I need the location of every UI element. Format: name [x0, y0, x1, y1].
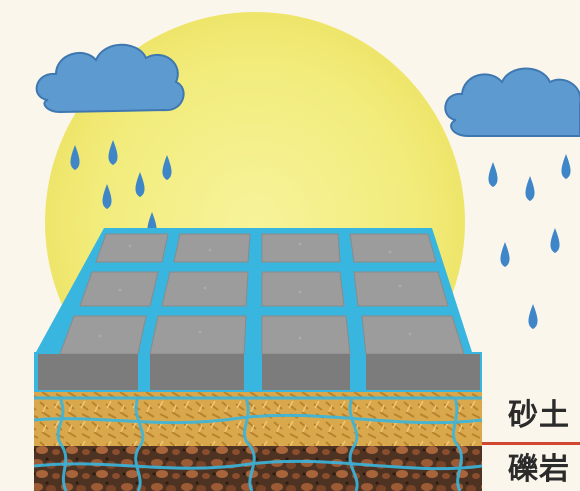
cloud-icon: [444, 67, 580, 137]
raindrop-icon: [561, 154, 571, 179]
raindrop-icon: [108, 140, 118, 165]
raindrop-icon: [135, 172, 145, 197]
label-divider: [482, 442, 580, 445]
label-sand-layer: 砂土: [504, 398, 574, 434]
paver-tiles: [59, 233, 465, 355]
paver-texture: [98, 242, 412, 340]
raindrop-icon: [500, 242, 510, 267]
raindrop-icon: [162, 155, 172, 180]
cloud-icon: [35, 43, 185, 114]
sand-layer: [34, 392, 482, 446]
raindrop-icon: [525, 176, 535, 201]
gravel-layer: [34, 446, 482, 491]
label-gravel-layer: 礫岩: [504, 452, 574, 488]
ground-block: [33, 392, 483, 491]
raindrop-icon: [550, 228, 560, 253]
raindrop-icon: [528, 304, 538, 329]
raindrop-icon: [70, 145, 80, 170]
raindrop-icon: [102, 184, 112, 209]
raindrop-icon: [488, 162, 498, 187]
paver-front-faces: [38, 354, 480, 390]
